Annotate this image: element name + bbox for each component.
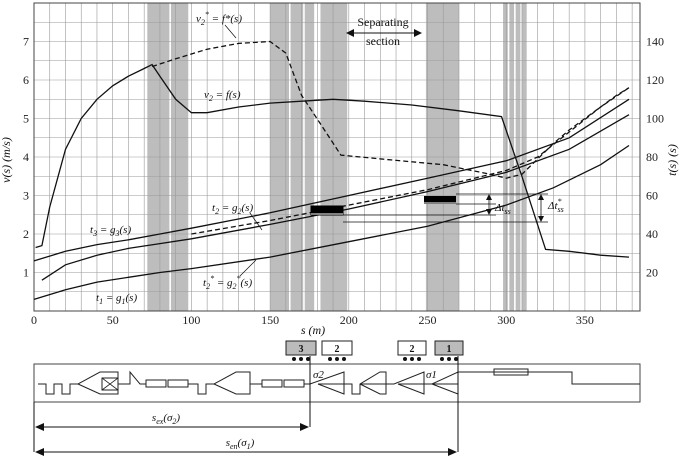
separating-section: Separating section: [346, 15, 422, 48]
platform-1b: [167, 379, 189, 388]
delta-tss-star-label: Δt* ss: [547, 197, 564, 214]
y-left-tick-label-4: 5: [23, 112, 29, 126]
headway-block-left: [310, 205, 344, 216]
delta-tss-arrowhead-top: [486, 194, 492, 200]
delta-tss-star-arrowhead-bottom: [538, 216, 544, 222]
track-line-5: [304, 371, 640, 395]
leader-v2-star: [224, 24, 237, 39]
svg-text:2: 2: [335, 344, 340, 355]
track-line: [38, 371, 119, 395]
platform-1a: [145, 379, 167, 388]
y-left-tick-label-6: 7: [23, 35, 29, 49]
y-right-tick-label-0: 20: [646, 266, 658, 280]
x-tick-label-0: 0: [31, 313, 37, 327]
separating-section-label-2: section: [366, 34, 400, 48]
series-line-0: [151, 40, 630, 179]
track-line-3: [188, 371, 251, 395]
x-axis-label: s (m): [301, 323, 325, 337]
headway-block-right: [424, 196, 456, 204]
track-diagram: 3 2 2 1 σ2 σ1: [33, 340, 641, 456]
series-group: [33, 40, 630, 301]
s-ex-label: sex(σ2): [152, 412, 180, 426]
label-t2: t2 = g2(s): [212, 202, 253, 216]
leader-t2: [249, 212, 263, 231]
train-1-icon: 1: [434, 340, 464, 361]
y-left-tick-label-2: 3: [23, 189, 29, 203]
x-tick-label-6: 300: [497, 313, 515, 327]
y-right-tick-label-4: 100: [646, 112, 664, 126]
x-tick-label-3: 150: [261, 313, 279, 327]
svg-text:2: 2: [410, 344, 415, 355]
series-line-3: [33, 98, 630, 262]
y-left-tick-label-1: 2: [23, 227, 29, 241]
x-tick-label-2: 100: [182, 313, 200, 327]
series-line-2: [41, 114, 630, 281]
s-en-label: sen(σ1): [226, 437, 255, 451]
tick-labels: 0 50 100 150 200 250 300 350 1 2 3 4 5 6 7 20 40 60 80 100 1…: [23, 35, 664, 328]
y-right-tick-label-3: 80: [646, 150, 658, 164]
series-line-4: [191, 87, 630, 235]
series-line-5: [33, 144, 630, 301]
y-left-tick-label-5: 6: [23, 73, 29, 87]
train-2b-icon: 2: [397, 340, 427, 361]
label-t2-star: t2* = g2*(s): [203, 274, 252, 291]
y-left-tick-label-3: 4: [23, 150, 29, 164]
loco-depot: [493, 368, 529, 376]
y-right-tick-label-6: 140: [646, 35, 664, 49]
sigma2-label: σ2: [313, 369, 324, 381]
svg-text:1: 1: [447, 344, 452, 355]
x-tick-label-1: 50: [107, 313, 119, 327]
y-left-tick-label-0: 1: [23, 266, 29, 280]
label-t3: t3 = g3(s): [90, 224, 131, 238]
x-tick-label-4: 200: [340, 313, 358, 327]
delta-tss-star-arrowhead-top: [538, 194, 544, 200]
sigma1-label: σ1: [426, 369, 437, 381]
x-tick-label-7: 350: [576, 313, 594, 327]
label-t1: t1 = g1(s): [96, 292, 137, 306]
separating-arrow-right: [414, 29, 422, 37]
leader-t2-star: [239, 259, 257, 277]
series-line-1: [35, 63, 630, 258]
train-3-icon: 3: [285, 340, 317, 361]
separating-arrow-left: [346, 29, 354, 37]
headway-annotations: Δtss Δt* ss: [310, 193, 564, 223]
y-right-tick-label-5: 120: [646, 73, 664, 87]
track-frame: [33, 363, 641, 403]
delta-tss-arrowhead-bottom: [486, 209, 492, 215]
y-right-tick-label-2: 60: [646, 189, 658, 203]
track-line-2: [118, 370, 146, 385]
platform-2b: [283, 379, 305, 388]
y-left-axis-label: v(s) (m/s): [0, 137, 13, 183]
label-v2: v2 = f(s): [204, 89, 241, 103]
plot-frame: [33, 2, 641, 312]
x-tick-label-5: 250: [419, 313, 437, 327]
platform-2a: [261, 379, 283, 388]
train-2a-icon: 2: [321, 340, 353, 361]
y-right-tick-label-1: 40: [646, 227, 658, 241]
label-v2-star: v2* = f*(s): [196, 10, 242, 27]
y-right-axis-label: t(s) (s): [665, 144, 679, 176]
separating-section-label-1: Separating: [357, 15, 408, 29]
svg-text:3: 3: [299, 344, 304, 355]
